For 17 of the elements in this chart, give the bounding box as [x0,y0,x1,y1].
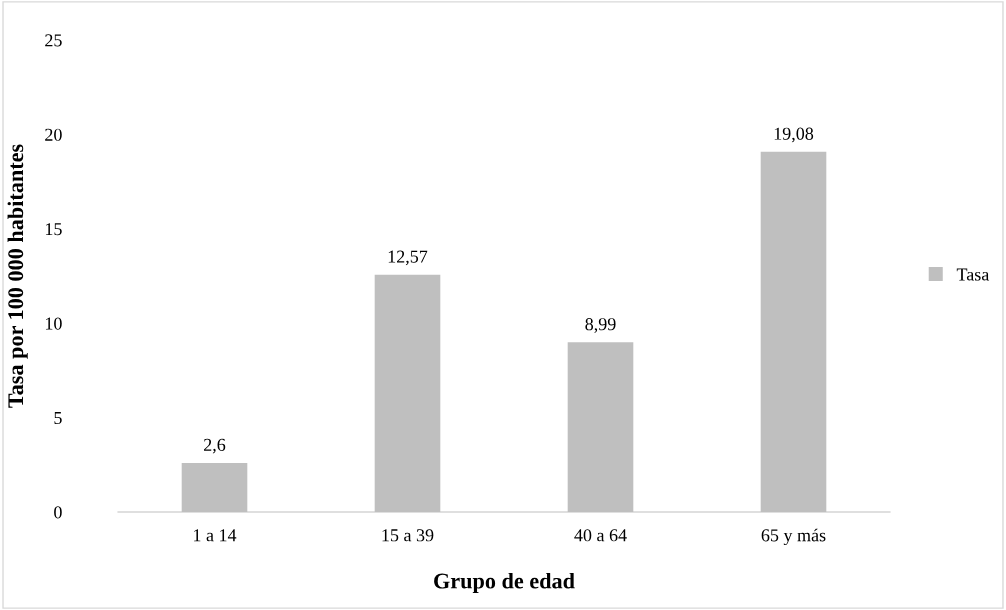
data-label: 2,6 [204,438,226,454]
x-tick-label: 40 a 64 [574,529,627,542]
data-label: 8,99 [585,318,616,333]
y-tick-label: 10 [45,317,62,330]
y-tick-label: 15 [45,223,62,236]
y-axis-title: Tasa por 100 000 habitantes [7,144,28,408]
data-label: 12,57 [388,250,428,266]
y-tick-label: 20 [45,128,62,141]
x-axis-title: Grupo de edad [434,572,575,594]
x-tick-label: 1 a 14 [194,529,237,542]
x-tick-label: 65 y más [761,528,826,546]
y-tick-label: 5 [54,412,62,425]
data-label: 19,08 [774,127,814,143]
y-tick-label: 25 [45,34,62,47]
legend-label: Tasa [956,268,990,281]
x-tick-label: 15 a 39 [382,529,434,542]
y-tick-label: 0 [54,506,62,519]
